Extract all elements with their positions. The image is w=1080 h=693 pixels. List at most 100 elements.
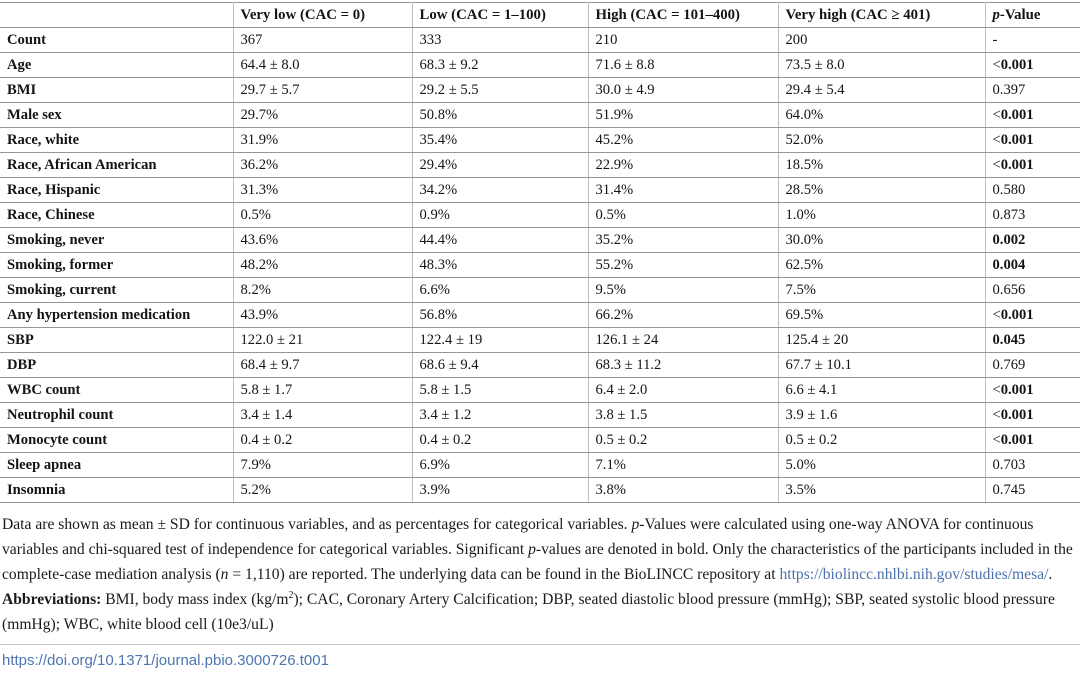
external-link[interactable]: https://biolincc.nhlbi.nih.gov/studies/m… [779, 566, 1049, 583]
value-cell: 29.2 ± 5.5 [412, 77, 589, 103]
row-label: Male sex [0, 102, 234, 128]
table-row: Any hypertension medication 43.9% 56.8% 66.… [0, 302, 1080, 328]
value-cell: 3.9% [412, 477, 589, 503]
value-cell: 29.7 ± 5.7 [233, 77, 413, 103]
value-cell: 64.4 ± 8.0 [233, 52, 413, 78]
p-value-cell: 0.745 [985, 477, 1080, 503]
p-value-cell: 0.045 [985, 327, 1080, 353]
value-cell: 35.2% [588, 227, 779, 253]
value-cell: 71.6 ± 8.8 [588, 52, 779, 78]
value-cell: 68.4 ± 9.7 [233, 352, 413, 378]
value-cell: 51.9% [588, 102, 779, 128]
column-header: Very low (CAC = 0) [233, 2, 413, 28]
row-label: Any hypertension medication [0, 302, 234, 328]
table-row: Race, white 31.9% 35.4% 45.2% 52.0% <0.001 [0, 127, 1080, 153]
value-cell: 367 [233, 27, 413, 53]
table-row: Age 64.4 ± 8.0 68.3 ± 9.2 71.6 ± 8.8 73.5 ± … [0, 52, 1080, 78]
value-cell: 6.9% [412, 452, 589, 478]
p-value-cell: - [985, 27, 1080, 53]
value-cell: 18.5% [778, 152, 986, 178]
p-value-cell: 0.002 [985, 227, 1080, 253]
value-cell: 3.9 ± 1.6 [778, 402, 986, 428]
value-cell: 3.4 ± 1.2 [412, 402, 589, 428]
value-cell: 44.4% [412, 227, 589, 253]
table-row: Race, Hispanic 31.3% 34.2% 31.4% 28.5% 0.580 [0, 177, 1080, 203]
value-cell: 7.1% [588, 452, 779, 478]
table-row: Smoking, former 48.2% 48.3% 55.2% 62.5% 0.004 [0, 252, 1080, 278]
table-row: Insomnia 5.2% 3.9% 3.8% 3.5% 0.745 [0, 477, 1080, 503]
value-cell: 43.9% [233, 302, 413, 328]
value-cell: 66.2% [588, 302, 779, 328]
value-cell: 1.0% [778, 202, 986, 228]
p-value-cell: <0.001 [985, 52, 1080, 78]
value-cell: 50.8% [412, 102, 589, 128]
value-cell: 68.3 ± 11.2 [588, 352, 779, 378]
value-cell: 3.5% [778, 477, 986, 503]
table-row: Sleep apnea 7.9% 6.9% 7.1% 5.0% 0.703 [0, 452, 1080, 478]
p-value-cell: <0.001 [985, 127, 1080, 153]
value-cell: 6.6% [412, 277, 589, 303]
value-cell: 68.3 ± 9.2 [412, 52, 589, 78]
value-cell: 5.8 ± 1.7 [233, 377, 413, 403]
value-cell: 31.3% [233, 177, 413, 203]
value-cell: 56.8% [412, 302, 589, 328]
row-label: Insomnia [0, 477, 234, 503]
value-cell: 8.2% [233, 277, 413, 303]
value-cell: 43.6% [233, 227, 413, 253]
row-label: Count [0, 27, 234, 53]
doi-link[interactable]: https://doi.org/10.1371/journal.pbio.300… [2, 652, 329, 669]
table-row: WBC count 5.8 ± 1.7 5.8 ± 1.5 6.4 ± 2.0 6.6 … [0, 377, 1080, 403]
p-value-cell: 0.873 [985, 202, 1080, 228]
value-cell: 5.2% [233, 477, 413, 503]
value-cell: 6.4 ± 2.0 [588, 377, 779, 403]
value-cell: 3.4 ± 1.4 [233, 402, 413, 428]
column-header: p-Value [985, 2, 1080, 28]
value-cell: 30.0 ± 4.9 [588, 77, 779, 103]
p-value-cell: 0.703 [985, 452, 1080, 478]
column-header: Very high (CAC ≥ 401) [778, 2, 986, 28]
table-row: Smoking, current 8.2% 6.6% 9.5% 7.5% 0.656 [0, 277, 1080, 303]
p-value-cell: 0.769 [985, 352, 1080, 378]
value-cell: 0.5% [588, 202, 779, 228]
value-cell: 62.5% [778, 252, 986, 278]
table-row: BMI 29.7 ± 5.7 29.2 ± 5.5 30.0 ± 4.9 29.4 ± … [0, 77, 1080, 103]
table-row: Race, Chinese 0.5% 0.9% 0.5% 1.0% 0.873 [0, 202, 1080, 228]
value-cell: 29.7% [233, 102, 413, 128]
table-footnotes: Data are shown as mean ± SD for continuo… [2, 512, 1074, 637]
column-header: High (CAC = 101–400) [588, 2, 779, 28]
footnote-data-description: Data are shown as mean ± SD for continuo… [2, 516, 1073, 583]
header-row: Very low (CAC = 0) Low (CAC = 1–100) High … [0, 2, 1080, 28]
p-value-cell: <0.001 [985, 152, 1080, 178]
row-label: WBC count [0, 377, 234, 403]
row-label: Neutrophil count [0, 402, 234, 428]
value-cell: 35.4% [412, 127, 589, 153]
value-cell: 0.5 ± 0.2 [588, 427, 779, 453]
value-cell: 122.4 ± 19 [412, 327, 589, 353]
footnote-abbreviations: Abbreviations: BMI, body mass index (kg/… [2, 589, 1055, 633]
value-cell: 31.9% [233, 127, 413, 153]
value-cell: 6.6 ± 4.1 [778, 377, 986, 403]
value-cell: 126.1 ± 24 [588, 327, 779, 353]
value-cell: 5.0% [778, 452, 986, 478]
value-cell: 0.9% [412, 202, 589, 228]
value-cell: 34.2% [412, 177, 589, 203]
value-cell: 29.4 ± 5.4 [778, 77, 986, 103]
row-label: Age [0, 52, 234, 78]
p-value-cell: <0.001 [985, 302, 1080, 328]
p-value-cell: <0.001 [985, 377, 1080, 403]
value-cell: 0.5 ± 0.2 [778, 427, 986, 453]
row-label: BMI [0, 77, 234, 103]
p-value-cell: 0.580 [985, 177, 1080, 203]
value-cell: 31.4% [588, 177, 779, 203]
table-body: Count 367 333 210 200- Age 64.4 ± 8.0 68.3 ± 9.… [0, 27, 1080, 503]
value-cell: 28.5% [778, 177, 986, 203]
table-header: Very low (CAC = 0) Low (CAC = 1–100) High … [0, 2, 1080, 28]
table-row: DBP 68.4 ± 9.7 68.6 ± 9.4 68.3 ± 11.2 67.7 ±… [0, 352, 1080, 378]
value-cell: 3.8 ± 1.5 [588, 402, 779, 428]
value-cell: 29.4% [412, 152, 589, 178]
value-cell: 55.2% [588, 252, 779, 278]
row-label: Smoking, current [0, 277, 234, 303]
row-label: SBP [0, 327, 234, 353]
row-label: Race, African American [0, 152, 234, 178]
value-cell: 210 [588, 27, 779, 53]
